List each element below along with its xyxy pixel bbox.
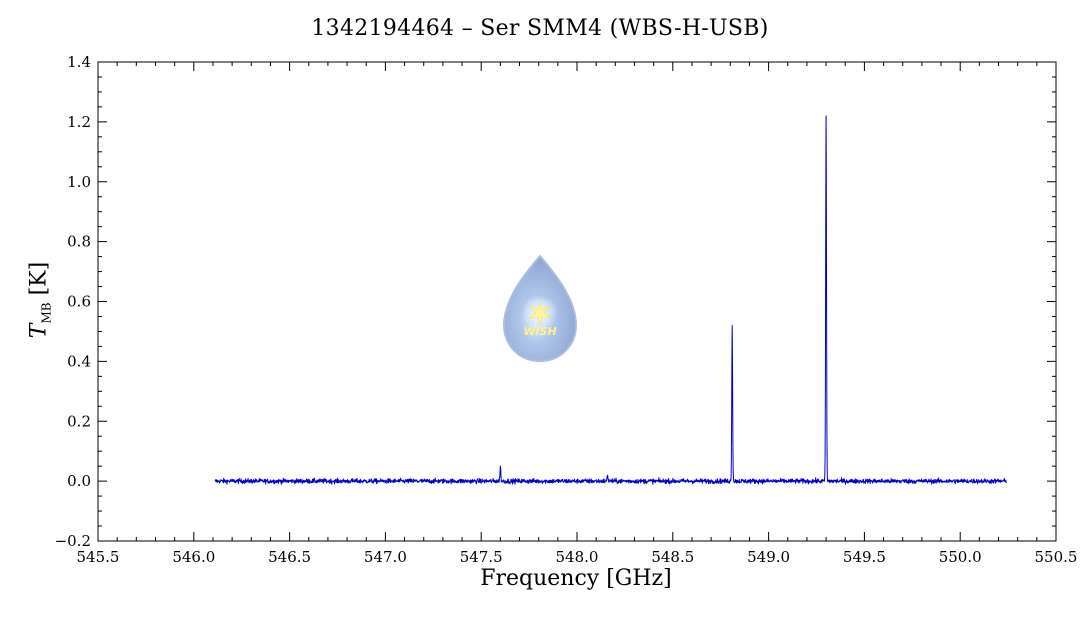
x-tick-label: 545.5: [77, 548, 120, 566]
y-tick-label: 0.4: [67, 352, 91, 370]
x-tick-label: 550.0: [939, 548, 982, 566]
chart-title: 1342194464 – Ser SMM4 (WBS-H-USB): [311, 16, 769, 41]
y-tick-label: −0.2: [55, 532, 91, 550]
x-axis-label: Frequency [GHz]: [480, 566, 672, 591]
x-tick-label: 548.5: [651, 548, 694, 566]
y-tick-label: 0.6: [67, 293, 91, 311]
y-axis-label-var: T: [26, 323, 52, 339]
y-tick-label: 1.4: [67, 53, 91, 71]
x-tick-label: 550.5: [1035, 548, 1078, 566]
x-tick-label: 546.5: [268, 548, 311, 566]
spectrum-series-line: [214, 115, 1007, 485]
x-tick-label: 546.0: [172, 548, 215, 566]
x-tick-label: 547.5: [460, 548, 503, 566]
star-icon: [527, 301, 553, 326]
y-tick-label: 1.0: [67, 173, 91, 191]
y-axis-label-unit: [K]: [26, 261, 52, 296]
x-tick-label: 547.0: [364, 548, 407, 566]
y-tick-label: 1.2: [67, 113, 91, 131]
y-axis-label-sub: MB: [39, 302, 54, 324]
y-tick-label: 0.8: [67, 233, 91, 251]
y-axis-label: TMB [K]: [26, 262, 53, 338]
wish-logo-text: WISH: [523, 325, 556, 338]
y-tick-label: 0.2: [67, 412, 91, 430]
x-tick-label: 548.0: [556, 548, 599, 566]
x-tick-label: 549.0: [747, 548, 790, 566]
wish-logo: WISH: [502, 254, 578, 363]
plot-frame: [97, 61, 1057, 542]
y-tick-label: 0.0: [67, 472, 91, 490]
x-tick-label: 549.5: [843, 548, 886, 566]
